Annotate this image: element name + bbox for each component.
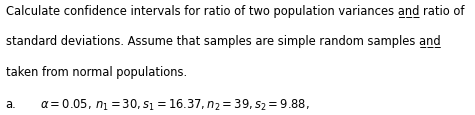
- Text: Calculate confidence intervals for ratio of two population variances a̲n̲d̲ rati: Calculate confidence intervals for ratio…: [6, 5, 464, 17]
- Text: $\alpha = 0.05,\, n_1 = 30, s_1 = 16.37, n_2 = 39, s_2 = 9.88,$: $\alpha = 0.05,\, n_1 = 30, s_1 = 16.37,…: [40, 97, 310, 112]
- Text: taken from normal populations.: taken from normal populations.: [6, 66, 187, 78]
- Text: standard deviations. Assume that samples are simple random samples a̲n̲d̲: standard deviations. Assume that samples…: [6, 35, 440, 48]
- Text: a.: a.: [6, 97, 17, 110]
